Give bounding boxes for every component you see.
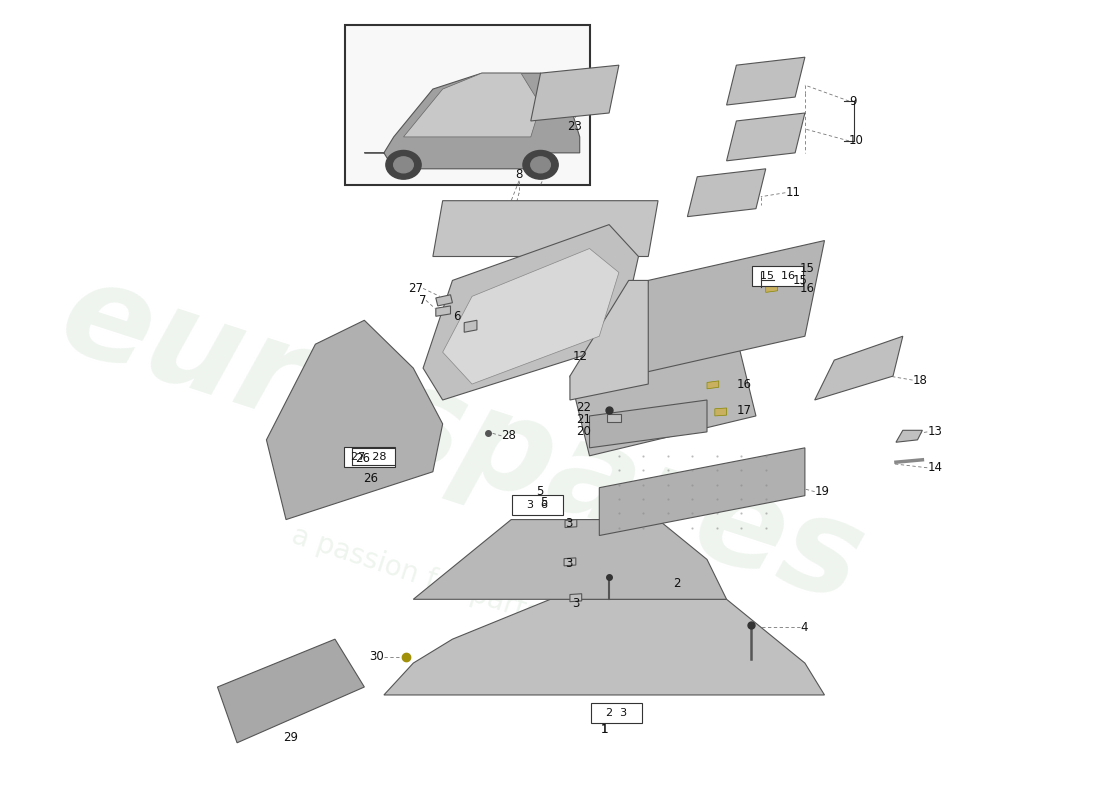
Text: 3: 3: [572, 597, 580, 610]
Text: 5: 5: [540, 496, 547, 509]
Text: 3: 3: [565, 517, 573, 530]
Text: 11: 11: [785, 186, 801, 199]
Polygon shape: [424, 225, 638, 400]
Text: 3  6: 3 6: [527, 500, 548, 510]
Polygon shape: [688, 169, 766, 217]
Text: 4: 4: [800, 621, 807, 634]
Text: 17: 17: [736, 404, 751, 417]
Polygon shape: [727, 113, 805, 161]
Circle shape: [394, 157, 414, 173]
Text: 12: 12: [573, 350, 587, 362]
Text: 15: 15: [793, 274, 807, 287]
Polygon shape: [433, 201, 658, 257]
Bar: [513, 495, 563, 515]
Polygon shape: [629, 241, 825, 376]
Text: 1: 1: [601, 723, 608, 736]
Text: 15: 15: [800, 262, 815, 275]
Polygon shape: [590, 400, 707, 448]
Polygon shape: [815, 336, 903, 400]
Polygon shape: [436, 294, 452, 306]
Text: 13: 13: [927, 426, 943, 438]
Polygon shape: [727, 57, 805, 105]
Polygon shape: [570, 594, 582, 602]
Text: 15  16: 15 16: [760, 271, 795, 282]
Bar: [592, 703, 642, 723]
Circle shape: [522, 150, 558, 179]
Polygon shape: [707, 381, 718, 389]
Text: 10: 10: [849, 134, 864, 147]
Text: 2: 2: [673, 577, 680, 590]
Text: 1: 1: [601, 723, 608, 736]
Text: 29: 29: [284, 731, 298, 744]
Text: 8: 8: [515, 168, 522, 181]
Text: 14: 14: [927, 462, 943, 474]
Polygon shape: [607, 414, 620, 422]
Text: 5: 5: [536, 485, 543, 498]
Bar: [344, 447, 395, 467]
Bar: [752, 266, 803, 286]
Polygon shape: [414, 519, 727, 599]
Polygon shape: [600, 448, 805, 535]
Polygon shape: [531, 65, 619, 121]
Text: 2  3: 2 3: [606, 708, 627, 718]
Polygon shape: [442, 249, 619, 384]
Text: 30: 30: [370, 650, 384, 663]
Polygon shape: [570, 336, 756, 456]
Polygon shape: [218, 639, 364, 743]
Text: 3: 3: [565, 557, 573, 570]
Polygon shape: [570, 281, 648, 400]
Text: 9: 9: [849, 94, 857, 107]
Polygon shape: [896, 430, 923, 442]
Text: 20: 20: [576, 426, 592, 438]
Circle shape: [386, 150, 421, 179]
Polygon shape: [715, 408, 727, 416]
Text: 6: 6: [453, 310, 460, 322]
Text: 22: 22: [576, 402, 592, 414]
Polygon shape: [436, 306, 451, 316]
Text: 7: 7: [418, 294, 426, 307]
Polygon shape: [266, 320, 442, 519]
Polygon shape: [364, 73, 580, 169]
Bar: [344, 26, 590, 185]
Polygon shape: [565, 519, 576, 527]
Text: 18: 18: [913, 374, 927, 386]
Polygon shape: [564, 558, 575, 566]
Text: 26: 26: [355, 452, 370, 466]
Text: 27: 27: [408, 282, 424, 295]
Polygon shape: [766, 285, 778, 292]
Text: eurospares: eurospares: [46, 250, 879, 630]
Text: 26: 26: [363, 472, 377, 485]
Text: 16: 16: [736, 378, 751, 390]
Text: 28: 28: [502, 430, 516, 442]
Text: 19: 19: [815, 485, 829, 498]
Text: 27  28: 27 28: [352, 452, 387, 462]
Text: 23: 23: [568, 120, 582, 133]
Text: 16: 16: [800, 282, 815, 295]
Polygon shape: [404, 73, 540, 137]
Text: a passion for parts since 1985: a passion for parts since 1985: [288, 521, 695, 678]
Text: 21: 21: [576, 414, 592, 426]
Circle shape: [531, 157, 550, 173]
Polygon shape: [464, 320, 477, 332]
Polygon shape: [384, 599, 825, 695]
